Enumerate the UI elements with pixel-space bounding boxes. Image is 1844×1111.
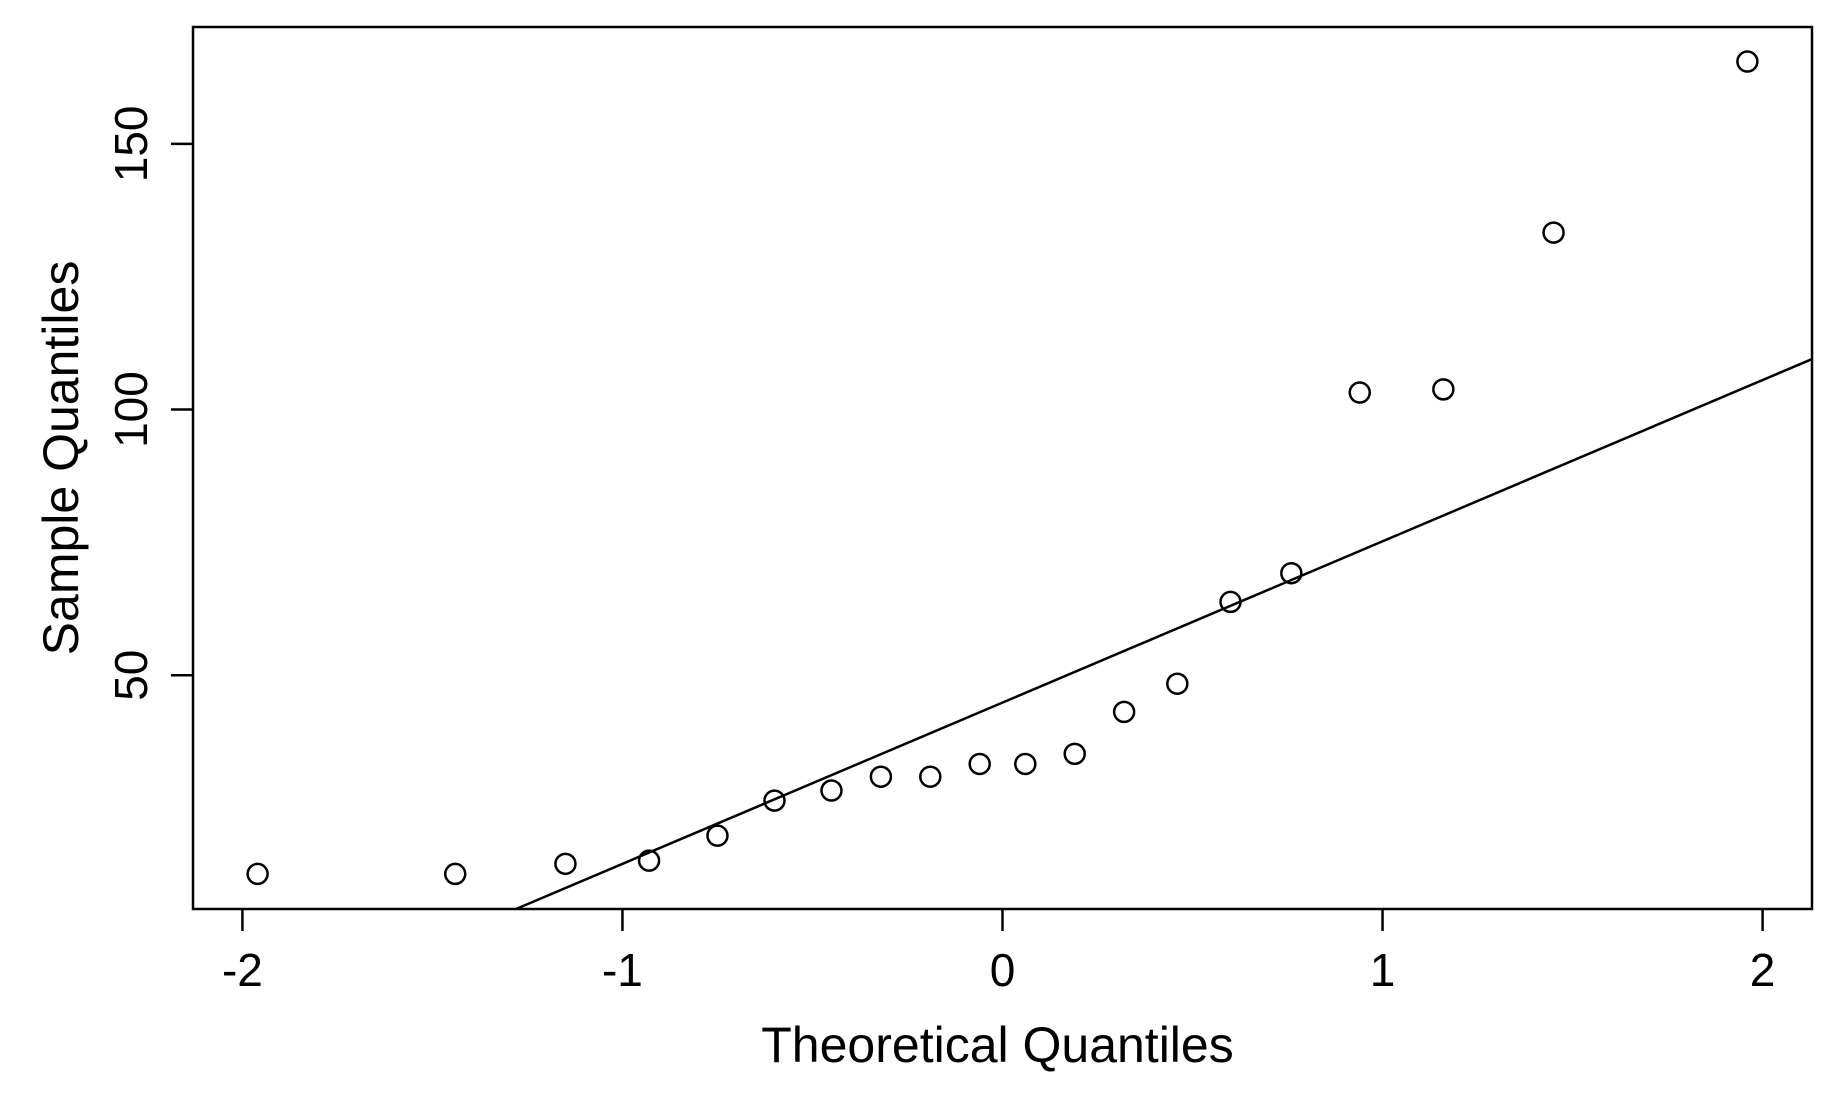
y-tick-label: 100 [105, 371, 157, 448]
data-point-1 [246, 862, 269, 886]
x-axis-title: Theoretical Quantiles [761, 1017, 1233, 1073]
x-tick-label: 1 [1370, 944, 1396, 996]
x-tick-label: 0 [990, 944, 1016, 996]
ticks-layer: -2 -1 0 1 2 50 100 150 [105, 106, 1775, 996]
data-point-14 [1166, 672, 1189, 695]
points-layer [246, 50, 1759, 886]
x-tick-label: -1 [602, 944, 643, 996]
plot-frame [191, 25, 1814, 911]
data-point-19 [1542, 221, 1565, 244]
x-tick-label: -2 [222, 944, 263, 996]
data-point-16 [1280, 561, 1303, 585]
data-point-12 [1063, 742, 1086, 766]
data-point-17 [1348, 381, 1371, 404]
y-tick-label: 150 [105, 106, 157, 183]
data-point-6 [763, 789, 786, 812]
data-point-8 [869, 765, 893, 788]
y-tick-label: 50 [105, 650, 157, 701]
data-point-7 [820, 779, 843, 802]
data-point-20 [1736, 50, 1759, 73]
x-tick-label: 2 [1750, 944, 1776, 996]
data-point-3 [554, 852, 577, 876]
data-point-2 [443, 862, 467, 886]
data-point-10 [968, 752, 991, 776]
y-axis-title: Sample Quantiles [33, 261, 89, 656]
data-point-15 [1219, 590, 1242, 614]
reference-line-layer [515, 357, 1813, 911]
data-point-11 [1014, 752, 1037, 776]
data-point-18 [1432, 378, 1455, 401]
data-point-13 [1112, 700, 1136, 724]
data-point-9 [919, 765, 942, 788]
data-point-5 [706, 824, 729, 847]
qq-reference-line [515, 357, 1813, 911]
data-point-4 [637, 849, 661, 872]
